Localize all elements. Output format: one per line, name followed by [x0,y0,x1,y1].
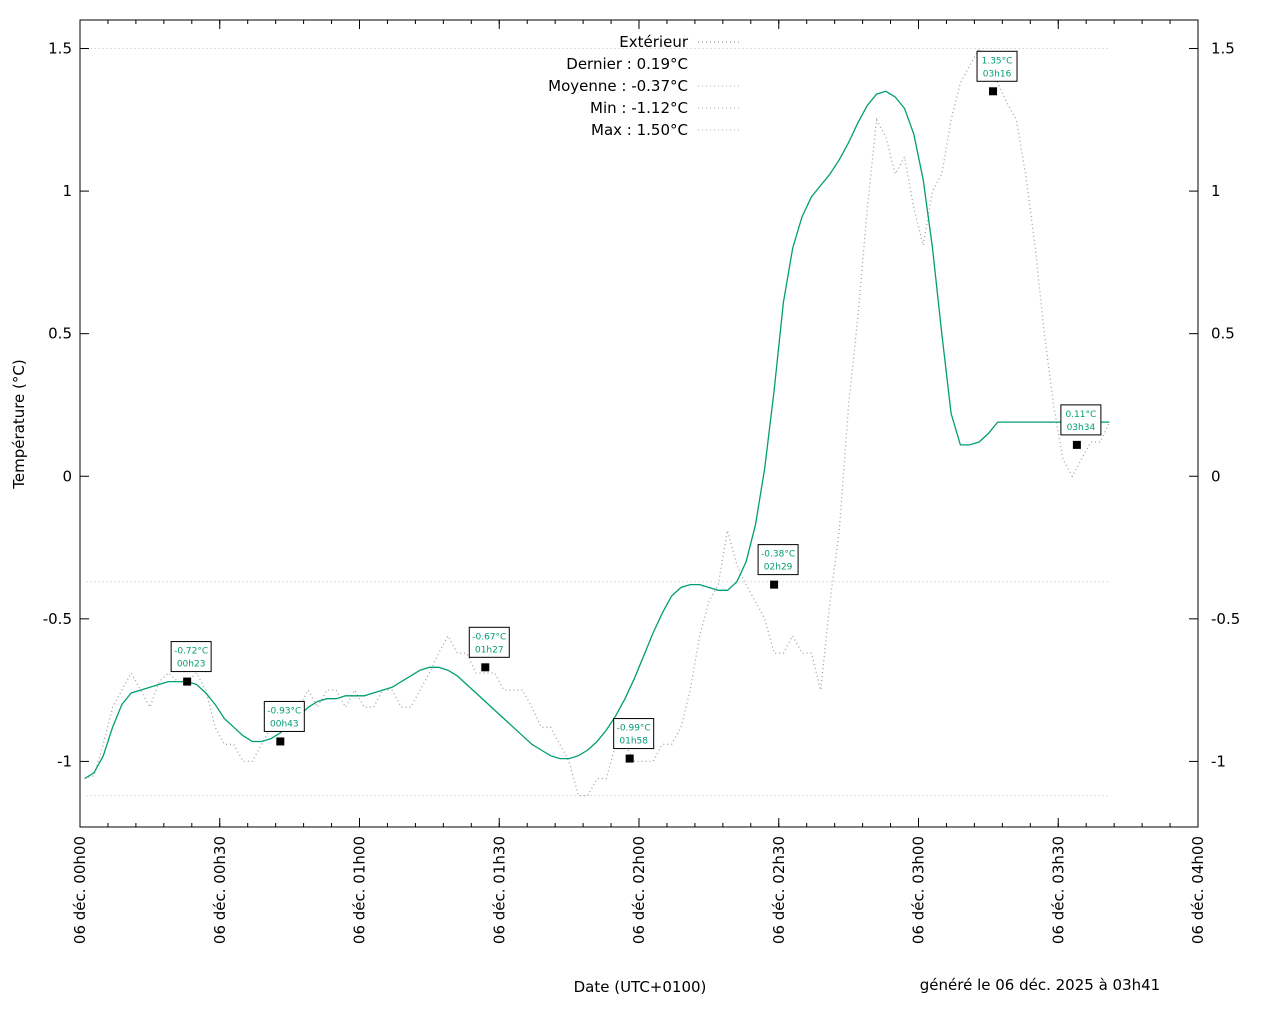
y-tick-label-right: 0.5 [1211,325,1235,343]
annotation-box [976,50,1018,82]
generated-footer: généré le 06 déc. 2025 à 03h41 [920,976,1160,994]
annotation-box [170,641,212,673]
annotation-time: 00h43 [270,719,299,729]
raw-series [84,47,1111,797]
annotation-marker [276,737,285,746]
x-tick-label: 06 déc. 00h00 [71,836,89,944]
y-tick-label-left: -0.5 [43,610,72,628]
annotation-time: 03h16 [983,69,1012,79]
legend-label: Moyenne : -0.37°C [548,77,688,95]
annotation-value: 0.11°C [1065,410,1096,420]
annotation: -0.67°C 01h27 [468,626,510,672]
y-tick-label-right: 1.5 [1211,40,1235,58]
annotation-marker [1072,440,1081,449]
series-line-raw [84,47,1111,797]
legend-label: Max : 1.50°C [591,121,688,139]
x-tick-label: 06 déc. 04h00 [1189,836,1207,944]
annotation-box [468,626,510,658]
y-axis-title: Température (°C) [10,359,28,489]
annotation: -0.99°C 01h58 [613,718,655,763]
annotation-box [263,700,305,732]
y-tick-label-left: -1 [57,752,72,770]
y-tick-label-right: -0.5 [1211,610,1240,628]
annotation-marker [989,87,998,96]
annotations: -0.72°C 00h23 -0.93°C 00h43 -0.67°C 01h27 -0.9… [170,50,1102,763]
legend-label: Extérieur [619,33,689,51]
y-tick-label-left: 0.5 [48,325,72,343]
y-tick-label-right: 1 [1211,182,1221,200]
annotation-value: -0.72°C [174,647,208,657]
annotation: -0.38°C 02h29 [757,544,799,589]
y-axis-left: 1.5 1 0.5 0 -0.5 -1 [43,40,89,770]
legend-label: Min : -1.12°C [590,99,688,117]
x-tick-label: 06 déc. 00h30 [211,836,229,944]
annotation-value: -0.38°C [761,550,795,560]
x-tick-label: 06 déc. 02h30 [770,836,788,944]
x-axis-title: Date (UTC+0100) [574,978,707,996]
annotation-time: 00h23 [177,660,206,670]
y-tick-label-left: 0 [62,467,72,485]
legend: Extérieur Dernier : 0.19°C Moyenne : -0.37… [548,33,740,139]
x-tick-label: 06 déc. 03h30 [1049,836,1067,944]
x-tick-label: 06 déc. 03h00 [910,836,928,944]
y-tick-label-left: 1 [62,182,72,200]
y-tick-label-right: 0 [1211,467,1221,485]
reference-lines [86,48,1110,797]
y-tick-label-right: -1 [1211,752,1226,770]
y-tick-label-left: 1.5 [48,40,72,58]
legend-label: Dernier : 0.19°C [566,55,688,73]
annotation-time: 03h34 [1067,423,1096,433]
series-line-smooth [84,90,1110,780]
annotation-time: 01h58 [619,737,648,747]
annotation-value: 1.35°C [982,56,1013,66]
x-tick-label: 06 déc. 01h00 [351,836,369,944]
x-tick-label: 06 déc. 02h00 [630,836,648,944]
annotation-marker [183,677,192,686]
x-axis: 06 déc. 00h00 06 déc. 00h30 06 déc. 01h00 0… [71,20,1207,944]
annotation: -0.93°C 00h43 [263,700,305,746]
annotation-box [1060,404,1102,436]
annotation: -0.72°C 00h23 [170,641,212,686]
annotation-value: -0.93°C [267,706,301,716]
annotation-marker [625,754,634,763]
smoothed-series [84,90,1110,780]
annotation-box [757,544,799,576]
annotation: 0.11°C 03h34 [1060,404,1102,449]
annotation-value: -0.99°C [617,724,651,734]
annotation-box [613,718,655,750]
annotation: 1.35°C 03h16 [976,50,1018,96]
annotation-value: -0.67°C [472,632,506,642]
annotation-time: 01h27 [475,645,504,655]
x-tick-label: 06 déc. 01h30 [490,836,508,944]
y-axis-right: 1.5 1 0.5 0 -0.5 -1 [1189,40,1240,770]
annotation-marker [770,580,779,589]
plot-frame [79,19,1199,828]
annotation-time: 02h29 [764,563,793,573]
annotation-marker [481,663,490,672]
